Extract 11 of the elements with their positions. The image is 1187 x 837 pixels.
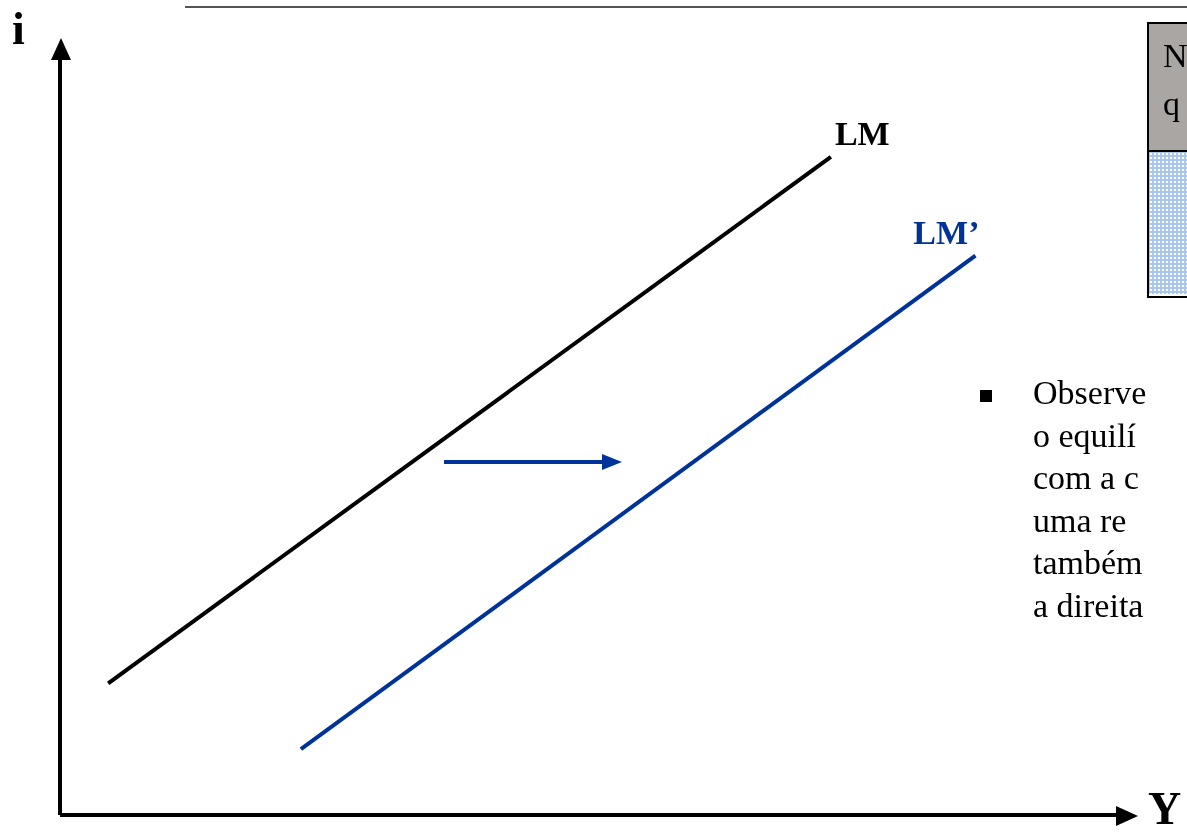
annotation: o equilí xyxy=(1032,415,1137,456)
x-axis-title: Y xyxy=(1148,782,1182,835)
annotation: a direita xyxy=(1032,585,1145,626)
annotation: com a c xyxy=(1032,458,1140,498)
y-axis-title: i xyxy=(12,2,25,55)
annotation: também xyxy=(1032,543,1144,583)
series-label: LM’ xyxy=(913,213,980,251)
text-box: N q xyxy=(1147,22,1187,298)
annotation: uma re xyxy=(1032,500,1128,541)
annotation: Observe xyxy=(1032,373,1147,413)
series-label: LM xyxy=(834,114,890,152)
